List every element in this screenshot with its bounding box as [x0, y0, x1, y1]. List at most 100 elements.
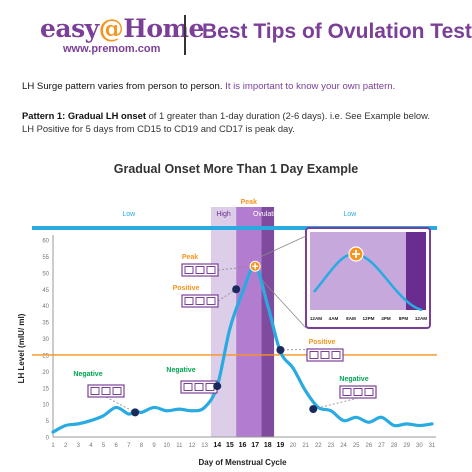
- inset-time-label: 12AM: [310, 316, 322, 321]
- x-tick-label: 29: [403, 443, 410, 449]
- phase-band-ovulation: [261, 207, 275, 437]
- inset-time-label: 12AM: [415, 316, 427, 321]
- data-point-marker: [276, 345, 285, 354]
- header: easy@Home www.premom.com Best Tips of Ov…: [0, 0, 472, 70]
- x-tick-label: 28: [391, 443, 398, 449]
- x-tick-label: 9: [152, 443, 156, 449]
- test-strip-icon: [306, 348, 344, 362]
- x-tick-label: 31: [429, 443, 436, 449]
- test-strip-icon-window: [331, 351, 341, 359]
- x-tick-highlight: [224, 439, 235, 449]
- inset-time-label: 8PM: [399, 316, 409, 321]
- test-strip-icon-window: [320, 351, 330, 359]
- y-tick-label: 35: [42, 321, 49, 327]
- test-strip-icon-window: [206, 297, 216, 305]
- test-strip-icon-window: [112, 387, 122, 395]
- intro-text: LH Surge pattern varies from person to p…: [22, 81, 395, 92]
- x-tick-highlight: [212, 439, 223, 449]
- x-tick-highlight: [275, 439, 286, 449]
- marker-label-negative: Negative: [166, 367, 195, 374]
- x-tick-label: 16: [239, 442, 247, 449]
- marker-connector: [105, 396, 136, 413]
- test-strip-icon-window: [184, 266, 194, 274]
- test-strip-icon-window: [101, 387, 111, 395]
- lh-curve: [51, 264, 434, 434]
- logo-at: @: [98, 14, 124, 43]
- phase-bar: [32, 226, 437, 230]
- y-tick-label: 25: [42, 353, 49, 359]
- inset-time-label: 4PM: [381, 316, 391, 321]
- test-strip-icon-window: [195, 266, 205, 274]
- inset-plus-icon: [352, 250, 360, 258]
- x-tick-label: 6: [114, 443, 118, 449]
- y-tick-label: 50: [42, 271, 49, 277]
- x-tick-label: 22: [315, 443, 322, 449]
- page-title: Best Tips of Ovulation Test: [202, 20, 472, 43]
- data-point-marker: [131, 408, 140, 417]
- y-tick-label: 15: [42, 386, 49, 392]
- phase-band-peak: [236, 207, 262, 437]
- data-point-marker: [213, 382, 222, 391]
- y-tick-label: 0: [46, 436, 50, 442]
- y-tick-label: 40: [42, 304, 49, 310]
- y-tick-label: 60: [42, 239, 49, 245]
- x-tick-label: 14: [213, 442, 221, 449]
- phase-label-ovulation: Ovulation: [253, 211, 283, 218]
- phase-label-low: Low: [343, 211, 357, 218]
- x-tick-label: 11: [176, 443, 183, 449]
- inset-time-label: 8AM: [346, 316, 356, 321]
- y-tick-label: 5: [46, 419, 50, 425]
- x-tick-label: 18: [264, 442, 272, 449]
- test-strip-icon-window: [206, 266, 216, 274]
- x-tick-label: 3: [77, 443, 81, 449]
- x-tick-label: 5: [102, 443, 106, 449]
- marker-label-negative: Negative: [339, 376, 368, 383]
- test-strip-icon: [180, 380, 218, 394]
- test-strip-icon: [181, 263, 219, 277]
- intro-highlight: It is important to know your own pattern…: [225, 81, 396, 92]
- inset-curve: [313, 252, 423, 312]
- test-strip-icon-window: [342, 388, 352, 396]
- x-tick-label: 30: [416, 443, 423, 449]
- test-strip-icon-window: [90, 387, 100, 395]
- y-axis-title: LH Level (mIU/ ml): [17, 313, 26, 383]
- phase-label-high: High: [216, 211, 231, 218]
- y-tick-label: 30: [42, 337, 49, 343]
- x-tick-label: 1: [51, 443, 55, 449]
- x-tick-label: 7: [127, 443, 131, 449]
- test-strip-icon-window: [309, 351, 319, 359]
- test-strip-icon: [339, 385, 377, 399]
- inset-connector: [261, 279, 307, 329]
- logo-wordmark: easy@Home: [40, 16, 204, 42]
- x-tick-label: 21: [302, 443, 309, 449]
- marker-label-negative: Negative: [73, 371, 102, 378]
- phase-label-low: Low: [122, 211, 136, 218]
- x-tick-label: 23: [328, 443, 335, 449]
- test-strip-icon-window: [194, 383, 204, 391]
- marker-label-positive: Positive: [173, 285, 200, 292]
- test-strip-icon-window: [195, 297, 205, 305]
- test-strip-icon: [87, 384, 125, 398]
- x-tick-label: 20: [290, 443, 297, 449]
- data-point-marker: [232, 285, 241, 294]
- header-divider: [184, 15, 186, 55]
- x-tick-label: 15: [226, 442, 234, 449]
- phase-label-peak: Peak: [241, 199, 257, 206]
- inset-ovulation-band: [406, 232, 426, 310]
- data-point-marker: [309, 405, 318, 414]
- y-tick-label: 45: [42, 288, 49, 294]
- pattern-label: Pattern 1: Gradual LH onset: [22, 110, 146, 121]
- brand-logo[interactable]: easy@Home www.premom.com: [40, 16, 204, 56]
- logo-text-a: easy: [40, 14, 99, 43]
- marker-label-peak: Peak: [182, 254, 198, 261]
- x-tick-highlight: [262, 439, 273, 449]
- test-strip-icon-window: [184, 297, 194, 305]
- inset-connector: [261, 235, 307, 257]
- x-tick-label: 4: [89, 443, 93, 449]
- logo-text-b: Home: [123, 14, 204, 43]
- pattern-line1: of 1 greater than 1-day duration (2-6 da…: [145, 110, 430, 121]
- test-strip-icon-window: [183, 383, 193, 391]
- x-tick-label: 13: [201, 443, 208, 449]
- y-tick-label: 55: [42, 255, 49, 261]
- x-tick-label: 2: [64, 443, 68, 449]
